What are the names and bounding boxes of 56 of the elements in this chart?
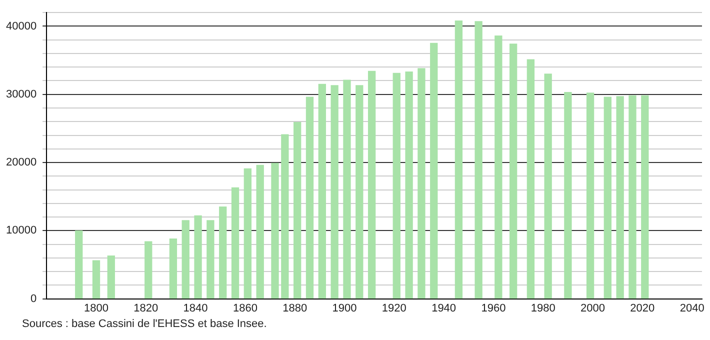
bar [586,92,594,299]
bar [92,260,100,299]
bar [392,72,400,299]
bar [306,96,314,299]
y-tick-label: 40000 [6,20,37,32]
x-tick-label: 1840 [183,302,208,314]
y-tick-label: 30000 [6,88,37,100]
bar [231,187,240,299]
bar [526,59,535,299]
bar [75,230,83,299]
x-tick-label: 1960 [481,302,506,314]
x-tick-label: 2000 [580,302,606,314]
bar [194,215,202,299]
bar [318,84,326,299]
y-tick-label: 10000 [6,224,37,237]
source-note: Sources : base Cassini de l'EHESS et base Insee. [22,318,268,330]
bar [418,68,426,299]
bar [343,80,351,299]
bar [628,95,636,299]
bar [256,164,264,299]
bar [330,85,338,299]
bar [641,95,649,299]
bar [294,122,302,299]
bar [430,42,438,299]
bar [281,134,289,299]
bar [405,72,413,299]
x-tick-label: 1900 [332,302,357,314]
bar [616,96,624,299]
x-tick-label: 1980 [530,302,556,314]
x-tick-label: 1820 [134,302,158,314]
x-tick-label: 1880 [282,302,308,314]
bar [368,70,376,299]
bar [604,96,612,299]
bar [509,44,518,299]
x-tick-label: 2020 [630,302,655,314]
x-tick-label: 2040 [680,302,704,314]
x-tick-label: 1940 [432,302,456,314]
bar [107,256,115,299]
bar [356,85,364,299]
y-tick-label: 20000 [6,156,37,169]
x-tick-label: 1800 [84,302,108,314]
bar [219,206,227,299]
bar [494,35,502,299]
x-tick-label: 1920 [382,302,406,314]
y-tick-label: 0 [30,292,37,305]
bar [544,74,552,299]
bar [144,241,152,299]
bar [182,220,190,299]
bar [564,92,572,299]
bar [271,162,279,299]
bar [206,220,214,299]
bar [169,238,178,299]
bar [244,168,252,299]
bar [454,20,463,299]
x-tick-label: 1860 [232,302,258,314]
bar [474,21,482,299]
